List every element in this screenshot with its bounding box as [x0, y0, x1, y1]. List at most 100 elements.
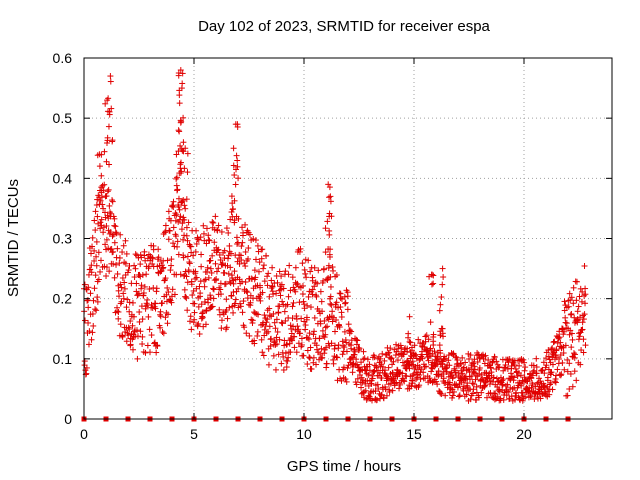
data-point [230, 145, 237, 152]
data-point [361, 355, 368, 362]
data-point [260, 265, 267, 272]
data-point [298, 315, 305, 322]
data-point [303, 274, 310, 281]
data-point [216, 251, 223, 258]
data-point [217, 257, 224, 264]
data-point [119, 249, 126, 256]
data-point [161, 229, 168, 236]
data-point [141, 252, 148, 259]
data-point [249, 317, 256, 324]
data-point [145, 313, 152, 320]
data-point [174, 187, 181, 194]
data-point [143, 271, 150, 278]
data-point [191, 309, 198, 316]
data-point [173, 211, 180, 218]
data-point [303, 316, 310, 323]
data-point [225, 229, 232, 236]
data-point [114, 245, 121, 252]
data-point [246, 231, 253, 238]
data-point [87, 290, 94, 297]
data-point [239, 232, 246, 239]
data-point [168, 256, 175, 263]
data-point [283, 364, 290, 371]
data-point [320, 277, 327, 284]
data-point [269, 283, 276, 290]
data-point [575, 303, 582, 310]
x-tick-label: 5 [190, 426, 198, 442]
data-point [228, 292, 235, 299]
data-point [160, 330, 167, 337]
data-point [573, 377, 580, 384]
y-tick-label: 0 [64, 411, 72, 427]
data-point [259, 246, 266, 253]
data-point [321, 350, 328, 357]
data-point [274, 279, 281, 286]
data-point [89, 310, 96, 317]
data-point [265, 361, 272, 368]
data-point [231, 172, 238, 179]
data-point [120, 242, 127, 249]
data-point [271, 319, 278, 326]
data-point [267, 343, 274, 350]
data-point [289, 337, 296, 344]
data-point [343, 378, 350, 385]
data-point [226, 242, 233, 249]
data-point [275, 309, 282, 316]
data-point [184, 237, 191, 244]
data-point [270, 352, 277, 359]
data-point [582, 342, 589, 349]
data-point [417, 376, 424, 383]
data-point [216, 311, 223, 318]
data-point [554, 366, 561, 373]
data-point [144, 342, 151, 349]
data-point [184, 253, 191, 260]
data-point [81, 281, 88, 288]
data-point [127, 341, 134, 348]
data-point [198, 263, 205, 270]
data-point [333, 354, 340, 361]
data-point [335, 342, 342, 349]
data-point [139, 341, 146, 348]
data-point [302, 270, 309, 277]
data-point [252, 237, 259, 244]
data-point [159, 265, 166, 272]
data-point [533, 355, 540, 362]
data-point [136, 309, 143, 316]
data-point [268, 335, 275, 342]
data-point [91, 285, 98, 292]
data-point [309, 277, 316, 284]
data-point [285, 271, 292, 278]
data-point [345, 321, 352, 328]
data-point [406, 313, 413, 320]
data-point [180, 254, 187, 261]
data-point [237, 303, 244, 310]
y-axis-label: SRMTID / TECUs [5, 179, 22, 297]
data-point [278, 319, 285, 326]
data-point [194, 236, 201, 243]
data-point [319, 354, 326, 361]
data-point [100, 205, 107, 212]
data-point [559, 359, 566, 366]
data-point [551, 338, 558, 345]
data-point [104, 212, 111, 219]
data-point [328, 340, 335, 347]
data-point [93, 307, 100, 314]
data-point [97, 257, 104, 264]
data-point [238, 257, 245, 264]
data-point [175, 195, 182, 202]
data-point [307, 268, 314, 275]
data-point [157, 324, 164, 331]
data-point [313, 293, 320, 300]
data-point [287, 349, 294, 356]
data-point [159, 300, 166, 307]
data-point [273, 341, 280, 348]
data-point [550, 339, 557, 346]
data-point [97, 268, 104, 275]
data-point [358, 384, 365, 391]
data-point [200, 222, 207, 229]
data-point [299, 282, 306, 289]
data-point [304, 302, 311, 309]
data-point [138, 282, 145, 289]
data-point [273, 334, 280, 341]
data-point [112, 223, 119, 230]
